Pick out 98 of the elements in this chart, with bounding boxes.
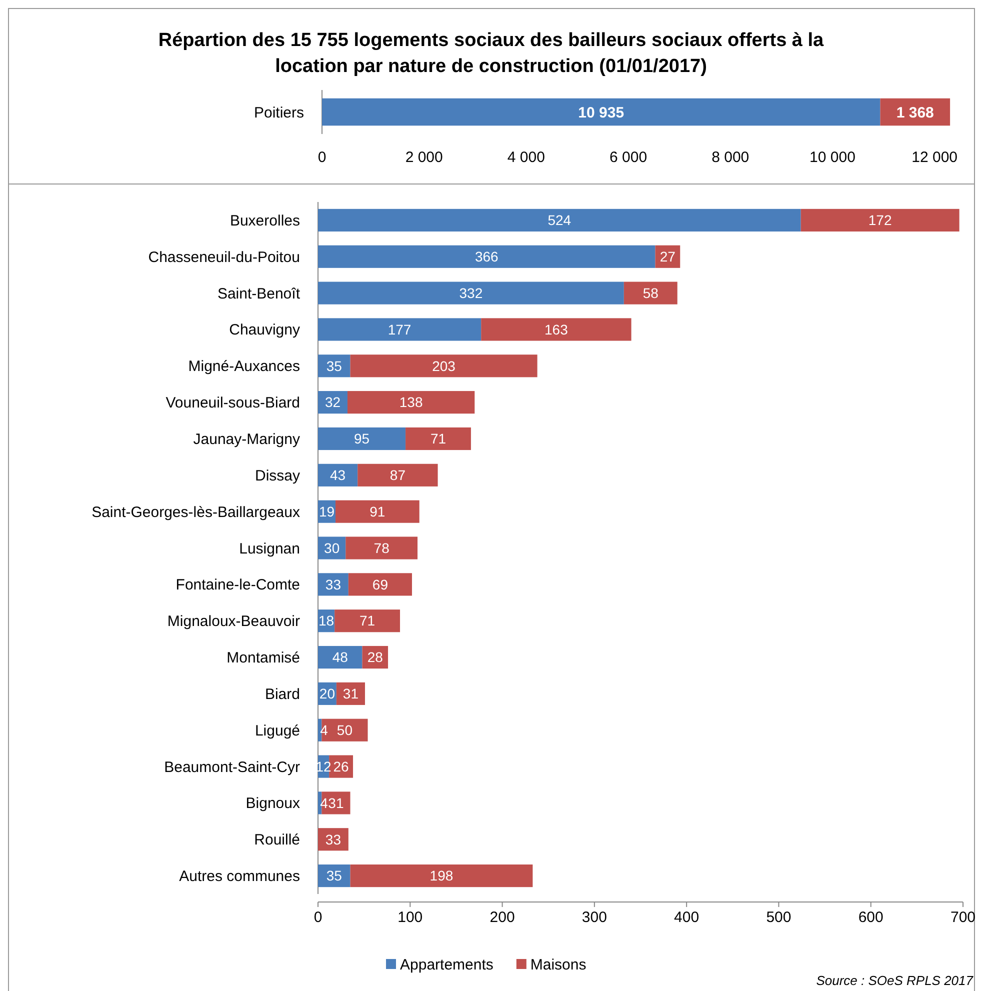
data-label: 1 368 xyxy=(896,104,934,122)
y-tick-label: Vouneuil-sous-Biard xyxy=(166,394,300,412)
chart-title: Répartion des 15 755 logements sociaux des bailleurs sociaux offerts à la location par nature de construction (01/01/2017) xyxy=(158,30,824,77)
bar xyxy=(318,245,656,268)
x-tick-label: 12 000 xyxy=(912,149,958,166)
x-tick-label: 400 xyxy=(674,909,700,926)
data-label: 198 xyxy=(430,868,454,884)
bar xyxy=(318,864,350,888)
bar xyxy=(406,427,471,450)
data-label: 33 xyxy=(325,576,342,592)
x-tick-label: 200 xyxy=(490,909,515,926)
bar xyxy=(336,500,420,523)
data-label: 27 xyxy=(660,248,676,265)
bar xyxy=(350,864,533,888)
bar xyxy=(322,718,368,742)
y-tick-label: Chasseneuil-du-Poitou xyxy=(148,248,300,266)
data-label: 32 xyxy=(324,394,341,410)
data-label: 31 xyxy=(342,686,359,702)
y-tick-label: Saint-Benoît xyxy=(217,285,301,302)
data-label: 20 xyxy=(319,686,336,702)
x-tick-label: 700 xyxy=(950,909,976,926)
x-tick-label: 10 000 xyxy=(810,149,856,166)
data-label: 172 xyxy=(868,212,892,228)
data-label: 10 935 xyxy=(578,104,624,122)
x-tick-label: 300 xyxy=(582,909,607,926)
data-label: 78 xyxy=(374,540,390,556)
y-tick-label: Rouillé xyxy=(254,832,300,849)
data-label: 18 xyxy=(318,612,334,629)
data-label: 30 xyxy=(324,540,340,556)
data-label: 33 xyxy=(325,831,342,848)
x-tick-label: 4 000 xyxy=(507,149,545,166)
y-tick-label: Montamisé xyxy=(226,650,300,667)
y-tick-label: Jaunay-Marigny xyxy=(193,430,300,448)
data-label: 35 xyxy=(326,358,342,374)
bar xyxy=(800,208,960,232)
x-tick-label: 100 xyxy=(398,909,423,926)
y-tick-label: Lusignan xyxy=(239,540,300,558)
bar xyxy=(334,610,400,632)
bar xyxy=(318,464,358,486)
y-tick-label: Ligugé xyxy=(254,722,300,740)
data-label: 35 xyxy=(326,868,342,884)
data-label: 524 xyxy=(548,212,572,228)
x-tick-label: 6 000 xyxy=(610,149,648,166)
source-note: Source : SOeS RPLS 2017 xyxy=(816,973,974,988)
data-label: 177 xyxy=(388,321,412,338)
data-label: 28 xyxy=(367,649,384,666)
bar xyxy=(318,282,624,304)
data-label: 332 xyxy=(459,284,483,301)
bar xyxy=(346,536,418,560)
data-label: 31 xyxy=(328,794,344,811)
y-tick-label: Dissay xyxy=(254,467,300,484)
data-label: 43 xyxy=(330,467,346,484)
legend-label: Maisons xyxy=(530,956,586,974)
data-label: 69 xyxy=(372,576,388,592)
x-tick-label: 0 xyxy=(318,149,326,166)
data-label: 95 xyxy=(354,430,370,447)
legend-label: Appartements xyxy=(400,956,494,974)
bar xyxy=(318,208,801,232)
y-tick-label: Saint-Georges-lès-Baillargeaux xyxy=(92,504,300,521)
bar xyxy=(624,282,678,304)
data-label: 163 xyxy=(544,321,568,338)
data-label: 50 xyxy=(336,722,353,738)
y-tick-label: Fontaine-le-Comte xyxy=(176,576,300,594)
data-label: 87 xyxy=(390,467,406,484)
x-tick-label: 500 xyxy=(766,909,792,926)
y-tick-label: Migné-Auxances xyxy=(188,358,300,376)
bar xyxy=(318,354,350,378)
data-label: 366 xyxy=(474,248,499,265)
data-label: 26 xyxy=(333,758,350,774)
bar xyxy=(347,391,475,414)
bar xyxy=(655,245,680,268)
y-tick-label: Buxerolles xyxy=(230,212,300,230)
data-label: 71 xyxy=(360,612,376,629)
bar xyxy=(358,464,438,486)
bar xyxy=(348,573,412,596)
y-tick-label: Autres communes xyxy=(179,868,300,886)
x-tick-label: 0 xyxy=(314,909,322,926)
x-tick-label: 2 000 xyxy=(405,149,443,166)
y-tick-label: Biard xyxy=(264,686,300,703)
bar xyxy=(318,646,362,669)
data-label: 58 xyxy=(642,284,659,301)
data-label: 71 xyxy=(430,430,446,447)
data-label: 138 xyxy=(399,394,423,410)
data-label: 48 xyxy=(332,649,348,666)
y-tick-label: Chauvigny xyxy=(229,322,300,339)
bar xyxy=(318,318,482,341)
x-tick-label: 8 000 xyxy=(712,149,750,166)
y-tick-label: Mignaloux-Beauvoir xyxy=(167,613,300,630)
bar xyxy=(318,427,406,450)
y-tick-label: Poitiers xyxy=(254,104,304,122)
data-label: 203 xyxy=(432,358,456,374)
y-tick-label: Beaumont-Saint-Cyr xyxy=(164,758,300,776)
data-label: 19 xyxy=(318,503,335,520)
bar xyxy=(350,354,538,378)
data-label: 91 xyxy=(370,503,386,520)
y-tick-label: Bignoux xyxy=(246,795,300,812)
x-tick-label: 600 xyxy=(858,909,884,926)
bar xyxy=(481,318,632,341)
